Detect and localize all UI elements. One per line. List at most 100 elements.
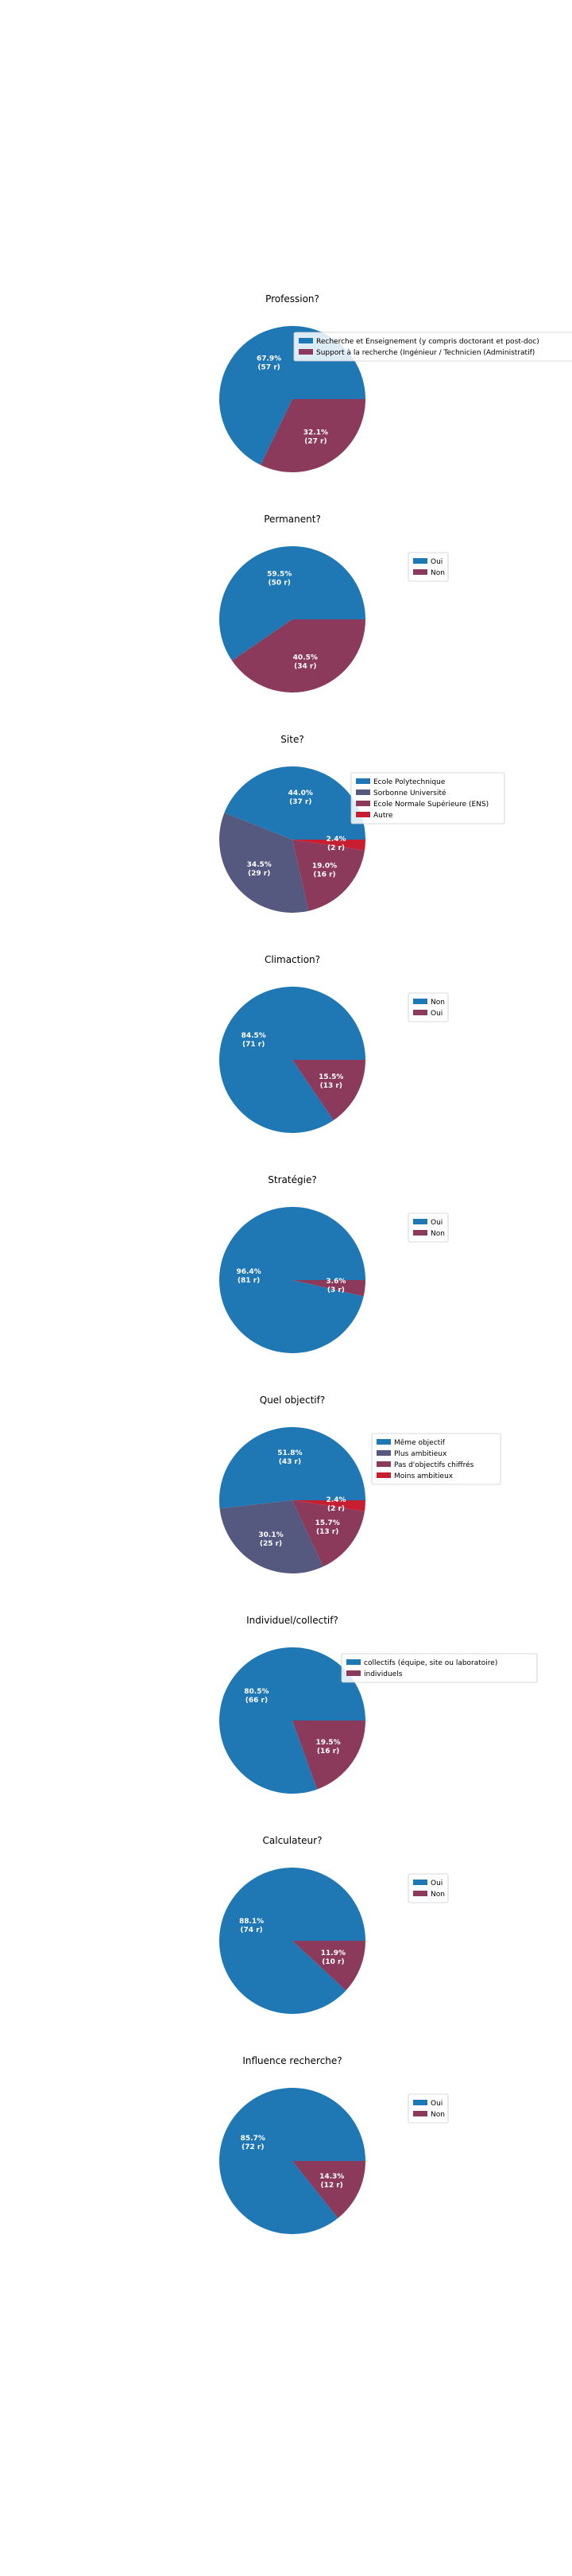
legend-entry: individuels <box>364 1670 403 1678</box>
slice-count-label: (72 r) <box>242 2143 264 2151</box>
pie-chart-3: Site? 44.0%(37 r) 34.5%(29 r) 19.0%(16 r) 2.… <box>219 734 505 913</box>
legend-entry: Non <box>431 569 445 577</box>
slice-count-label: (27 r) <box>304 438 327 446</box>
legend-entry: Support à la recherche (Ingénieur / Tech… <box>316 348 535 357</box>
chart-title: Calculateur? <box>263 1835 323 1846</box>
legend-swatch <box>413 1219 427 1224</box>
legend-entry: Moins ambitieux <box>394 1472 454 1480</box>
legend-entry: Oui <box>431 2100 443 2108</box>
legend-entry: Pas d'objectifs chiffrés <box>394 1461 474 1469</box>
legend: Même objectif Plus ambitieux Pas d'objecti… <box>371 1433 501 1485</box>
pie-slice <box>219 1500 323 1573</box>
chart-title: Permanent? <box>264 514 321 525</box>
legend-swatch <box>413 1230 427 1236</box>
legend-swatch <box>356 801 370 806</box>
slice-percent-label: 34.5% <box>247 861 272 869</box>
slice-count-label: (37 r) <box>289 798 311 806</box>
slice-count-label: (16 r) <box>313 871 335 879</box>
pie-chart-2: Permanent? 59.5%(50 r) 40.5%(34 r) Oui Non <box>219 514 449 692</box>
legend-frame <box>350 772 505 824</box>
legend-swatch <box>413 2100 427 2105</box>
pie-chart-9: Influence recherche? 85.7%(72 r) 14.3%(12 … <box>218 2055 449 2235</box>
slice-percent-label: 19.5% <box>315 1739 340 1747</box>
slice-percent-label: 44.0% <box>288 789 313 797</box>
legend-swatch <box>377 1450 391 1456</box>
legend-swatch <box>413 558 427 564</box>
chart-title: Profession? <box>265 293 319 305</box>
legend-entry: Ecole Polytechnique <box>373 778 446 786</box>
chart-title: Site? <box>280 734 303 745</box>
legend-swatch <box>413 1010 427 1015</box>
pie-slice <box>292 1500 365 1567</box>
pie-chart-1: Profession? 67.9%(57 r) 32.1%(27 r) Recherc… <box>219 293 572 473</box>
slice-percent-label: 96.4% <box>236 1268 261 1276</box>
slice-count-label: (50 r) <box>269 579 291 587</box>
pie-slice <box>219 1868 365 2015</box>
legend-entry: Non <box>431 1891 445 1899</box>
pie-chart-4: Climaction? 84.5%(71 r) 15.5%(13 r) Non Oui <box>219 954 449 1133</box>
slice-percent-label: 14.3% <box>319 2173 344 2181</box>
slice-count-label: (34 r) <box>294 663 316 671</box>
legend-frame <box>341 1653 538 1683</box>
legend: Oui Non <box>408 1873 449 1903</box>
pie-slice <box>292 1941 365 1991</box>
legend: Oui Non <box>408 552 449 582</box>
slice-percent-label: 19.0% <box>312 863 337 871</box>
slice-percent-label: 51.8% <box>277 1449 302 1457</box>
legend-entry: Oui <box>431 1010 443 1018</box>
slice-percent-label: 85.7% <box>241 2135 265 2143</box>
legend-swatch <box>377 1461 391 1467</box>
pie-slice <box>219 1206 365 1353</box>
slice-percent-label: 80.5% <box>244 1688 269 1696</box>
slice-percent-label: 15.5% <box>319 1073 343 1081</box>
legend-swatch <box>413 999 427 1004</box>
legend: collectifs (équipe, site ou laboratoire)… <box>341 1653 538 1683</box>
pie-slice <box>218 2088 365 2235</box>
slice-percent-label: 2.4% <box>327 836 346 844</box>
slice-count-label: (13 r) <box>316 1528 338 1536</box>
pie-slice <box>292 1060 365 1121</box>
slice-percent-label: 30.1% <box>258 1531 283 1539</box>
slice-count-label: (2 r) <box>327 844 345 852</box>
pie-chart-8: Calculateur? 88.1%(74 r) 11.9%(10 r) Oui Non <box>219 1835 449 2015</box>
legend-swatch <box>413 1880 427 1885</box>
slice-percent-label: 84.5% <box>242 1032 266 1040</box>
legend-frame <box>371 1433 501 1485</box>
legend-entry: Recherche et Enseignement (y compris doc… <box>316 338 539 346</box>
pie-slice <box>292 1280 365 1297</box>
legend-swatch <box>346 1670 361 1676</box>
legend: Non Oui <box>408 992 449 1022</box>
pie-slice <box>219 1427 365 1509</box>
chart-title: Climaction? <box>265 954 320 965</box>
slice-percent-label: 40.5% <box>293 654 318 662</box>
chart-title: Quel objectif? <box>260 1395 326 1406</box>
pie-slice <box>292 2161 365 2218</box>
legend-entry: Sorbonne Université <box>373 789 446 797</box>
pie-slice <box>292 1721 365 1790</box>
legend-entry: Non <box>431 2111 445 2119</box>
legend-entry: Autre <box>373 812 393 820</box>
slice-count-label: (13 r) <box>320 1082 342 1090</box>
slice-count-label: (71 r) <box>242 1041 265 1049</box>
legend-entry: Oui <box>431 1880 443 1887</box>
slice-percent-label: 67.9% <box>257 355 281 363</box>
legend-swatch <box>299 338 313 343</box>
slice-count-label: (29 r) <box>248 870 270 878</box>
slice-count-label: (43 r) <box>279 1458 301 1466</box>
slice-count-label: (16 r) <box>317 1748 339 1755</box>
slice-percent-label: 32.1% <box>303 429 328 437</box>
slice-count-label: (3 r) <box>327 1286 345 1294</box>
slice-percent-label: 88.1% <box>239 1918 264 1926</box>
legend-swatch <box>377 1472 391 1478</box>
legend-swatch <box>346 1659 361 1665</box>
slice-count-label: (81 r) <box>238 1277 260 1285</box>
legend: Oui Non <box>408 1212 449 1243</box>
slice-percent-label: 15.7% <box>315 1519 340 1527</box>
pie-slice <box>219 986 365 1133</box>
slice-count-label: (66 r) <box>245 1697 268 1705</box>
legend-entry: Oui <box>431 1219 443 1227</box>
slice-percent-label: 2.4% <box>327 1496 346 1504</box>
legend-entry: Ecole Normale Supérieure (ENS) <box>373 800 489 809</box>
chart-title: Individuel/collectif? <box>246 1615 338 1626</box>
legend-entry: Non <box>431 999 445 1007</box>
